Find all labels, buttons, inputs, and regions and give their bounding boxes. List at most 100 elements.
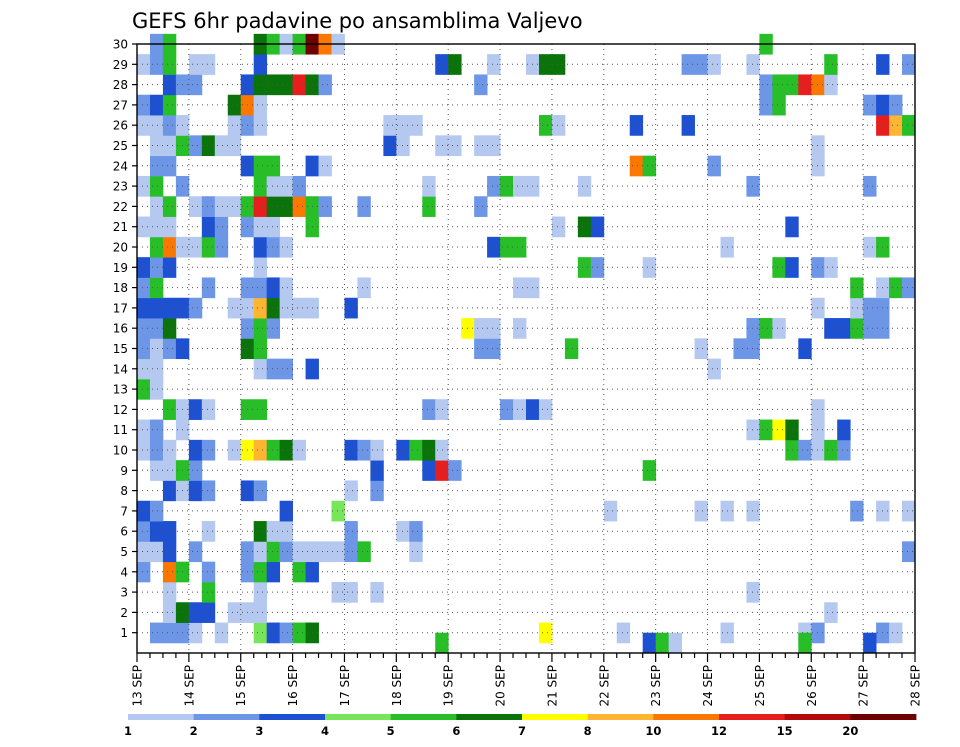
heatmap-cell	[149, 500, 164, 522]
heatmap-cell	[435, 135, 449, 157]
heatmap-cell	[227, 115, 242, 136]
heatmap-cell	[435, 460, 449, 481]
heatmap-cell	[227, 135, 242, 157]
heatmap-cell	[188, 460, 203, 481]
heatmap-cell	[538, 399, 553, 420]
heatmap-cell	[214, 135, 229, 157]
heatmap-cell	[863, 297, 877, 319]
x-tick-label: 23 SEP	[649, 665, 663, 707]
heatmap-cell	[889, 115, 903, 136]
heatmap-cell	[137, 297, 151, 319]
heatmap-cell	[253, 216, 268, 238]
heatmap-cell	[137, 94, 151, 116]
heatmap-cell	[772, 318, 786, 339]
x-tick-label: 13 SEP	[131, 665, 145, 707]
heatmap-cell	[149, 358, 164, 380]
heatmap-cell	[137, 54, 151, 75]
legend-color-swatch	[850, 714, 917, 720]
x-tick-label: 18 SEP	[390, 665, 404, 707]
heatmap-cell	[279, 175, 293, 197]
x-tick-label: 15 SEP	[234, 665, 248, 707]
chart-title: GEFS 6hr padavine po ansamblima Valjevo	[132, 9, 583, 33]
heatmap-cell	[162, 439, 177, 461]
heatmap-cell	[824, 439, 838, 461]
heatmap-cell	[551, 54, 566, 75]
heatmap-cell	[616, 622, 631, 644]
heatmap-cell	[149, 460, 164, 481]
heatmap-cell	[487, 236, 501, 258]
heatmap-cell	[266, 196, 281, 217]
heatmap-cell	[603, 500, 618, 522]
heatmap-cell	[448, 54, 462, 75]
heatmap-cell	[201, 277, 216, 299]
heatmap-cell	[746, 500, 760, 522]
heatmap-cell	[253, 318, 268, 339]
y-tick-label: 4	[120, 565, 128, 579]
y-tick-label: 8	[120, 484, 128, 498]
heatmap-cell	[824, 318, 838, 339]
heatmap-cell	[318, 74, 332, 96]
x-tick-label: 28 SEP	[909, 665, 923, 707]
heatmap-cell	[824, 602, 838, 623]
heatmap-cell	[279, 297, 293, 319]
heatmap-cell	[266, 155, 281, 177]
heatmap-cell	[253, 297, 268, 319]
heatmap-cell	[201, 581, 216, 603]
y-tick-label: 10	[113, 444, 128, 458]
y-tick-label: 20	[113, 241, 128, 255]
heatmap-cell	[253, 196, 268, 217]
heatmap-cell	[759, 74, 773, 96]
legend-color-swatch	[587, 714, 654, 720]
heatmap-cell	[279, 277, 293, 299]
y-axis-ticks: 1234567891011121314151617181920212223242…	[113, 38, 137, 640]
heatmap-cell	[149, 115, 164, 136]
heatmap-cell	[889, 622, 903, 644]
heatmap-cell	[500, 175, 514, 197]
heatmap-cell	[863, 318, 877, 339]
heatmap-cell	[668, 632, 682, 654]
heatmap-cell	[227, 297, 242, 319]
y-tick-label: 30	[113, 38, 128, 52]
heatmap-cell	[162, 581, 177, 603]
heatmap-cell	[577, 257, 592, 278]
x-tick-label: 19 SEP	[442, 665, 456, 707]
heatmap-cell	[162, 196, 177, 217]
heatmap-cell	[149, 54, 164, 75]
heatmap-cell	[577, 175, 592, 197]
legend-label: 4	[321, 724, 329, 738]
y-tick-label: 12	[113, 403, 128, 417]
heatmap-cell	[383, 135, 397, 157]
heatmap-cell	[149, 338, 164, 360]
heatmap-cell	[850, 277, 864, 299]
heatmap-cell	[266, 277, 281, 299]
heatmap-cell	[513, 236, 527, 258]
heatmap-cell	[292, 74, 306, 96]
heatmap-cell	[253, 358, 268, 380]
legend-color-swatch	[259, 714, 326, 720]
heatmap-cell	[137, 115, 151, 136]
heatmap-cell	[162, 541, 177, 563]
heatmap-cell	[383, 115, 397, 136]
heatmap-cell	[538, 115, 553, 136]
legend-label: 12	[711, 724, 727, 738]
heatmap-cell	[162, 297, 177, 319]
heatmap-cell	[149, 236, 164, 258]
heatmap-cell	[162, 318, 177, 339]
heatmap-cell	[344, 541, 358, 563]
heatmap-cell	[201, 561, 216, 583]
heatmap-cell	[318, 541, 332, 563]
y-tick-label: 5	[120, 545, 128, 559]
x-tick-label: 26 SEP	[805, 665, 819, 707]
heatmap-cell	[396, 135, 410, 157]
heatmap-cell	[629, 155, 644, 177]
y-tick-label: 11	[113, 423, 128, 437]
heatmap-cell	[149, 216, 164, 238]
heatmap-cell	[137, 358, 151, 380]
heatmap-cell	[759, 94, 773, 116]
heatmap-cell	[707, 54, 721, 75]
heatmap-cell	[798, 439, 812, 461]
y-tick-label: 7	[120, 504, 128, 518]
heatmap-cell	[837, 439, 851, 461]
